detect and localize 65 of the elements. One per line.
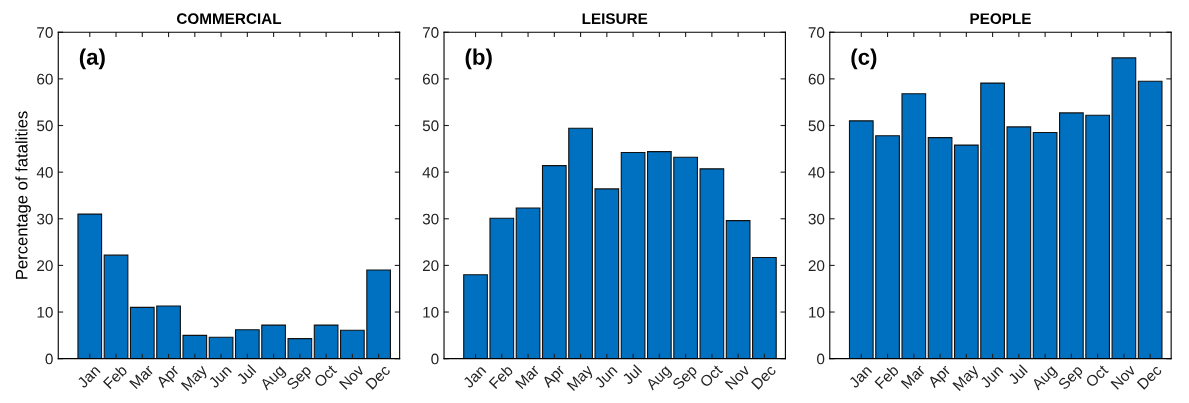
y-tick-label: 50	[37, 120, 53, 132]
x-tick-label: Mar	[515, 364, 541, 390]
x-tick-label: Dec	[365, 364, 391, 390]
x-tick-label: Jul	[235, 364, 257, 386]
y-tick-label: 20	[37, 260, 53, 272]
y-tick-label: 10	[809, 306, 825, 318]
y-tick-label: 50	[422, 120, 439, 132]
x-tick-label: Aug	[1030, 364, 1060, 393]
x-tick-label: Jun	[593, 364, 618, 389]
y-tick-label: 30	[808, 213, 825, 225]
x-tick-label: Jan	[76, 364, 101, 389]
annotation: (c)	[851, 48, 877, 70]
x-tick-label: Apr	[541, 364, 568, 391]
y-tick-label: 20	[808, 260, 825, 272]
x-tick-label: Nov	[339, 363, 365, 390]
y-tick-label: 50	[808, 120, 825, 132]
x-tick-label: Mar	[900, 364, 926, 390]
x-tick-label: Oct	[1085, 363, 1109, 388]
y-tick-label: 20	[422, 260, 439, 272]
annotation: (b)	[465, 48, 492, 70]
y-tick-label: 40	[36, 167, 53, 178]
x-tick-label: Mar	[129, 364, 155, 390]
x-tick-label: Oct	[699, 363, 724, 388]
y-tick-label: 60	[37, 73, 53, 85]
y-tick-label: 0	[431, 353, 439, 365]
bar	[77, 213, 103, 359]
x-tick-label: Jul	[621, 364, 643, 386]
x-tick-label: Oct	[313, 363, 338, 388]
chart-title: COMMERCIAL	[176, 13, 282, 25]
y-tick-label: 10	[37, 306, 53, 318]
x-tick-label: May	[566, 363, 596, 394]
x-tick-label: Jul	[1007, 364, 1028, 386]
y-tick-label: 30	[36, 213, 53, 225]
y-tick-label: 30	[422, 213, 439, 225]
x-tick-label: Nov	[1110, 363, 1137, 390]
chart-title: PEOPLE	[970, 13, 1031, 25]
y-tick-label: 0	[45, 353, 53, 365]
x-tick-label: Feb	[488, 363, 514, 390]
annotation: (a)	[79, 48, 105, 70]
y-tick-label: 10	[423, 306, 439, 318]
y-tick-label: 70	[422, 27, 439, 38]
y-tick-label: 60	[808, 73, 825, 85]
x-tick-label: Jan	[462, 364, 487, 389]
x-tick-label: Sep	[1057, 364, 1086, 393]
x-tick-label: Aug	[259, 364, 288, 393]
bar	[1137, 80, 1163, 359]
y-tick-label: 70	[37, 27, 53, 38]
y-tick-label: 40	[422, 167, 439, 178]
x-tick-label: Dec	[1136, 364, 1163, 390]
x-tick-label: May	[952, 363, 982, 394]
x-tick-label: Feb	[874, 363, 900, 390]
y-tick-label: 60	[422, 73, 439, 85]
x-tick-label: Dec	[751, 364, 777, 390]
x-tick-label: Sep	[671, 364, 700, 393]
y-tick-label: 40	[808, 167, 825, 178]
y-axis-title: Percentage of fatalities	[15, 111, 31, 279]
x-tick-label: Nov	[724, 363, 751, 390]
y-tick-label: 0	[817, 353, 825, 365]
x-tick-label: Feb	[102, 363, 128, 390]
x-tick-label: Jun	[979, 364, 1004, 389]
x-tick-label: Apr	[155, 364, 182, 391]
chart-title: LEISURE	[582, 13, 648, 25]
x-tick-label: Aug	[645, 364, 674, 393]
y-tick-label: 70	[808, 27, 825, 38]
x-tick-label: Jan	[848, 364, 873, 389]
